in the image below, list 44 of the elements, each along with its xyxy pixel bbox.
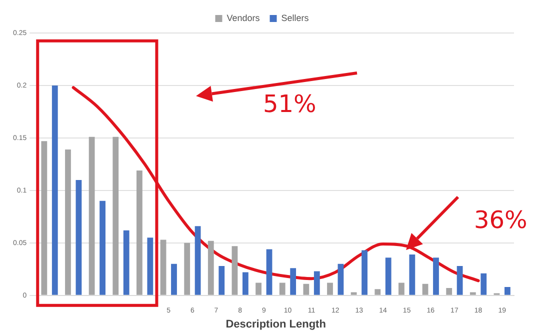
bar <box>290 268 296 295</box>
bar <box>123 230 130 295</box>
bar <box>218 266 225 295</box>
bar <box>147 238 154 295</box>
bar <box>433 258 439 295</box>
annotation: 51% <box>263 90 316 118</box>
bar <box>504 287 510 295</box>
bar <box>409 254 416 295</box>
bar <box>480 273 487 295</box>
bar <box>112 136 119 295</box>
bar <box>208 240 214 295</box>
bar <box>41 141 48 295</box>
bar <box>266 249 272 295</box>
legend-label: Vendors <box>226 12 260 23</box>
bar <box>160 240 166 295</box>
bar <box>338 264 344 295</box>
bar <box>279 282 286 295</box>
bar <box>470 292 476 295</box>
bar <box>422 284 428 295</box>
bar <box>314 271 320 295</box>
bar <box>303 284 310 295</box>
bar <box>446 288 452 295</box>
bar <box>76 180 82 295</box>
bar <box>350 292 357 295</box>
bar <box>65 150 71 295</box>
bar <box>362 250 368 295</box>
bar <box>256 282 262 295</box>
bar <box>52 85 58 295</box>
x-axis-title: Description Length <box>226 318 326 330</box>
bar <box>456 266 463 295</box>
bar <box>136 170 142 295</box>
bar <box>374 289 381 295</box>
bar <box>327 282 333 295</box>
bar <box>385 258 392 295</box>
bar <box>100 200 106 295</box>
legend-label: Sellers <box>281 12 310 23</box>
bar <box>194 226 201 295</box>
bar <box>232 246 238 295</box>
bar <box>171 264 177 295</box>
bar <box>88 136 95 295</box>
annotation: 36% <box>474 206 528 234</box>
bar <box>398 282 404 295</box>
bar <box>184 242 190 295</box>
bar <box>242 272 248 295</box>
